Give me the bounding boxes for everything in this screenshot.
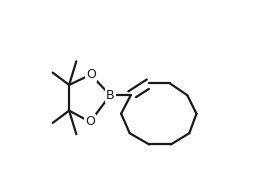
Text: B: B [106, 89, 115, 102]
Text: O: O [85, 115, 95, 128]
Text: O: O [86, 68, 96, 81]
